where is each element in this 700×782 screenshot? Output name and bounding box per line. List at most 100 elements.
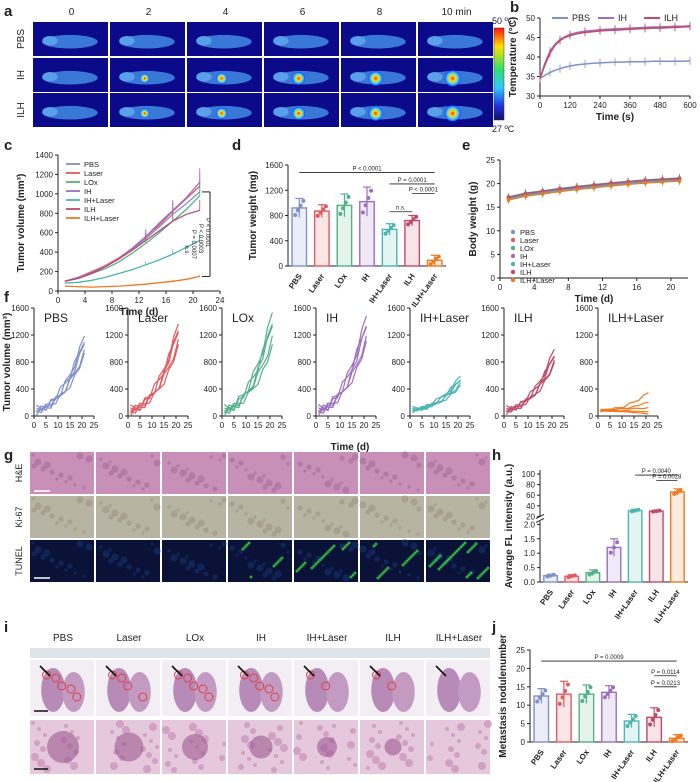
texture-dot — [168, 748, 172, 752]
texture-dot — [179, 513, 187, 521]
texture-dot — [37, 759, 45, 767]
texture-dot — [451, 519, 457, 525]
texture-dot — [85, 455, 93, 463]
texture-dot — [445, 511, 453, 519]
tunel-signal — [451, 553, 455, 557]
texture-dot — [64, 568, 68, 572]
data-point — [318, 210, 323, 215]
texture-dot — [280, 744, 288, 752]
x-tick-label: 25 — [372, 421, 381, 430]
data-point — [633, 714, 638, 719]
panel-letter-e: e — [462, 137, 470, 154]
tunel-signal — [376, 576, 380, 580]
texture-dot — [253, 763, 257, 767]
texture-dot — [149, 739, 153, 743]
texture-dot — [478, 502, 486, 510]
metastasis-circle — [57, 681, 67, 691]
x-tick-label: 5 — [138, 421, 143, 430]
texture-dot — [188, 472, 196, 480]
y-tick-label: 20 — [526, 512, 535, 521]
y-tick-label: 0 — [25, 412, 30, 421]
texture-dot — [222, 742, 226, 746]
texture-dot — [347, 741, 355, 749]
texture-dot — [235, 465, 239, 469]
legend-label: LOx — [84, 178, 98, 187]
texture-dot — [99, 501, 103, 505]
y-tick-label: 1200 — [387, 331, 405, 340]
tunel-signal — [486, 566, 490, 570]
data-point — [625, 723, 630, 728]
texture-dot — [339, 455, 345, 461]
texture-dot — [303, 469, 307, 473]
texture-dot — [271, 575, 277, 581]
hotspot — [292, 72, 306, 85]
lung-lobe — [128, 672, 151, 712]
tunel-signal — [382, 570, 386, 574]
metastasis-circle — [270, 692, 280, 702]
series-line-ILH — [64, 209, 200, 282]
series-line-LOx — [224, 344, 273, 412]
texture-dot — [378, 762, 386, 770]
texture-dot — [167, 549, 171, 553]
texture-dot — [399, 753, 407, 761]
texture-dot — [372, 756, 380, 764]
texture-dot — [34, 458, 42, 466]
texture-dot — [165, 761, 171, 767]
panel-letter-i: i — [4, 619, 8, 636]
tunel-signal — [441, 563, 445, 567]
tunel-signal — [436, 556, 440, 560]
series-line-IH+Laser — [412, 384, 461, 411]
series-line-IH — [64, 181, 201, 282]
texture-dot — [442, 472, 448, 478]
series-line-PBS — [539, 60, 691, 80]
tunel-signal — [345, 543, 349, 547]
series-line-IH — [318, 325, 367, 412]
texture-dot — [368, 548, 376, 556]
y-tick-label: 1000 — [35, 190, 53, 199]
texture-dot — [451, 563, 457, 569]
series-line-IH — [318, 335, 367, 415]
tunel-signal — [453, 551, 457, 555]
texture-dot — [43, 461, 51, 469]
x-tick-label: 8 — [566, 283, 571, 292]
tunel-signal — [409, 555, 413, 559]
y-tick-label: 1200 — [199, 331, 217, 340]
texture-dot — [271, 531, 277, 537]
texture-dot — [478, 762, 486, 770]
time-label: 0 — [69, 7, 75, 18]
texture-dot — [141, 487, 145, 491]
texture-dot — [82, 530, 86, 534]
data-point — [590, 570, 595, 575]
mouse-head — [427, 106, 443, 117]
data-point — [434, 257, 439, 262]
y-tick-label: 1200 — [35, 170, 53, 179]
legend-label: IH+Laser — [84, 196, 115, 205]
y-tick-label: 15 — [486, 203, 495, 212]
data-point — [608, 550, 613, 555]
texture-dot — [303, 513, 307, 517]
mouse-head — [350, 71, 366, 82]
metastasis-circle — [204, 692, 214, 702]
hotspot — [444, 105, 461, 122]
tunel-signal — [326, 550, 330, 554]
colorbar-max: 50 ºC — [492, 16, 515, 26]
texture-dot — [244, 722, 250, 728]
texture-dot — [76, 736, 80, 740]
texture-dot — [342, 574, 350, 582]
x-axis-label: Time (d) — [575, 294, 614, 305]
texture-dot — [445, 467, 453, 475]
texture-dot — [369, 737, 375, 743]
texture-dot — [317, 725, 323, 731]
texture-dot — [99, 457, 103, 461]
y-axis-label: Tumor volume (mm³) — [16, 174, 27, 273]
texture-dot — [466, 530, 470, 534]
x-tick-label: 25 — [278, 421, 287, 430]
texture-dot — [306, 508, 312, 514]
texture-dot — [244, 468, 248, 472]
row-label: TUNEL — [14, 546, 24, 576]
x-tick-label: 15 — [160, 421, 169, 430]
p-value: P = 0.0040 — [642, 469, 672, 475]
data-point — [315, 213, 320, 218]
texture-dot — [383, 471, 389, 477]
y-tick-label: 0 — [119, 412, 124, 421]
